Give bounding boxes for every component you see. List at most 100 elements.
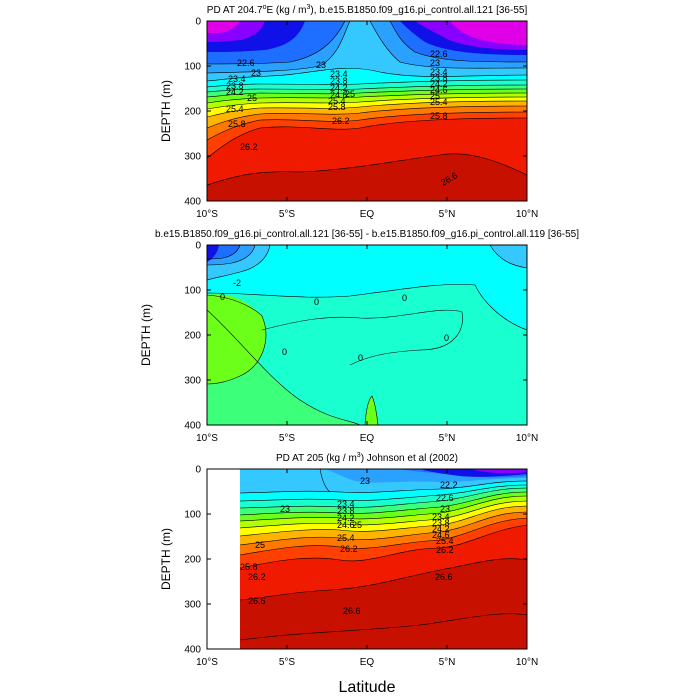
x-axis-title: Latitude: [339, 679, 396, 696]
contour-label: 24.6: [330, 90, 348, 100]
panel-model-density: PD AT 204.7oE (kg / m3), b.e15.B1850.f09…: [159, 4, 538, 220]
x-tick-label: 5°S: [279, 433, 296, 444]
contour-label: 26.2: [332, 116, 350, 126]
contour-label: 24.2: [337, 513, 355, 523]
contour-label: 0: [220, 292, 225, 302]
contour-label: 23: [251, 68, 261, 78]
contour-label: 24.2: [226, 87, 244, 97]
panel-3-ylabel: DEPTH (m): [159, 528, 173, 590]
panel-3-contour-fill: [240, 469, 527, 649]
contour-label: 24.6: [432, 530, 450, 540]
contour-label: 25.8: [240, 562, 258, 572]
panel-density-difference: b.e15.B1850.f09_g16.pi_control.all.121 […: [139, 229, 579, 444]
contour-label: 25.8: [430, 111, 448, 121]
x-tick-label: 10°S: [196, 209, 218, 220]
panel-1-ylabel: DEPTH (m): [159, 80, 173, 142]
panel-2-title: b.e15.B1850.f09_g16.pi_control.all.121 […: [155, 229, 579, 240]
contour-label: 24.2: [330, 83, 348, 93]
y-tick-label: 200: [184, 331, 201, 342]
y-tick-label: 300: [184, 376, 201, 387]
contour-label: 23.8: [432, 518, 450, 528]
contour-label: 26.6: [343, 606, 361, 616]
panel-observed-density: PD AT 205 (kg / m3) Johnson et al (2002): [159, 452, 538, 696]
contour-label: 22.2: [440, 480, 458, 490]
contour-label: 25.8: [228, 119, 246, 129]
panel-3-contour-labels: 23 23 23.4 23.8 24.2 24.6 25 25.4 26.2 2…: [240, 476, 458, 616]
contour-label: 25: [247, 93, 257, 103]
y-tick-label: 200: [184, 107, 201, 118]
y-tick-label: 0: [195, 17, 201, 28]
contour-label: 25: [430, 91, 440, 101]
x-tick-label: EQ: [360, 433, 375, 444]
y-tick-label: 400: [184, 645, 201, 656]
contour-label: 22.6: [436, 493, 454, 503]
contour-label: 25.4: [430, 97, 448, 107]
x-tick-label: EQ: [360, 657, 375, 668]
panel-1-contour-fill: [207, 21, 527, 201]
contour-label: 24.2: [432, 524, 450, 534]
x-tick-label: 5°N: [439, 657, 456, 668]
y-tick-label: 200: [184, 555, 201, 566]
contour-label: 23.8: [226, 81, 244, 91]
contour-label: 23.4: [432, 512, 450, 522]
contour-label: 23.4: [430, 67, 448, 77]
contour-label: 26.2: [240, 142, 258, 152]
x-tick-label: 10°N: [516, 433, 538, 444]
x-tick-label: 10°S: [196, 657, 218, 668]
contour-label: 23.4: [228, 74, 246, 84]
contour-label: 25.4: [436, 536, 454, 546]
contour-label: 0: [358, 353, 363, 363]
y-tick-label: 400: [184, 197, 201, 208]
contour-label: 0: [444, 333, 449, 343]
contour-label: 25.4: [226, 104, 244, 114]
contour-label: 25.8: [328, 102, 346, 112]
panel-2-contour-labels: -2 0 0 0 0 0 0: [220, 278, 449, 363]
x-tick-label: EQ: [360, 209, 375, 220]
contour-label: 25.4: [328, 96, 346, 106]
x-tick-label: 5°S: [279, 209, 296, 220]
contour-label: 23.8: [430, 73, 448, 83]
contour-label: 25: [352, 520, 362, 530]
x-tick-label: 10°N: [516, 657, 538, 668]
y-tick-label: 100: [184, 62, 201, 73]
contour-label: 23: [440, 504, 450, 514]
contour-label: 23.8: [330, 76, 348, 86]
contour-label: 23: [430, 58, 440, 68]
x-tick-label: 5°S: [279, 657, 296, 668]
contour-label: 26.6: [248, 596, 266, 606]
contour-label: 25.4: [337, 533, 355, 543]
y-tick-label: 100: [184, 286, 201, 297]
contour-label: 22.6: [237, 58, 255, 68]
contour-label: 25: [255, 540, 265, 550]
panel-3-title: PD AT 205 (kg / m3) Johnson et al (2002): [276, 452, 458, 464]
y-tick-label: 400: [184, 421, 201, 432]
panel-1-title: PD AT 204.7oE (kg / m3), b.e15.B1850.f09…: [207, 4, 528, 16]
y-tick-label: 0: [195, 241, 201, 252]
x-tick-label: 5°N: [439, 433, 456, 444]
contour-label: 0: [314, 297, 319, 307]
contour-label: 26.2: [340, 544, 358, 554]
contour-label: 26.6: [435, 572, 453, 582]
panel-2-ylabel: DEPTH (m): [139, 304, 153, 366]
contour-label: 0: [282, 347, 287, 357]
contour-label: 23: [360, 476, 370, 486]
y-tick-label: 100: [184, 510, 201, 521]
contour-label: 22.6: [430, 49, 448, 59]
y-tick-label: 300: [184, 152, 201, 163]
contour-label: 26.2: [248, 572, 266, 582]
x-tick-label: 10°N: [516, 209, 538, 220]
contour-label: -2: [233, 278, 241, 288]
y-tick-label: 0: [195, 465, 201, 476]
x-tick-label: 5°N: [439, 209, 456, 220]
panel-2-contour-fill: [207, 245, 527, 425]
x-tick-label: 10°S: [196, 433, 218, 444]
contour-label: 23: [316, 60, 326, 70]
contour-label: 23.8: [337, 506, 355, 516]
contour-label: 23.4: [337, 499, 355, 509]
contour-label: 24.6: [337, 520, 355, 530]
contour-label: 25: [345, 89, 355, 99]
y-tick-label: 300: [184, 600, 201, 611]
